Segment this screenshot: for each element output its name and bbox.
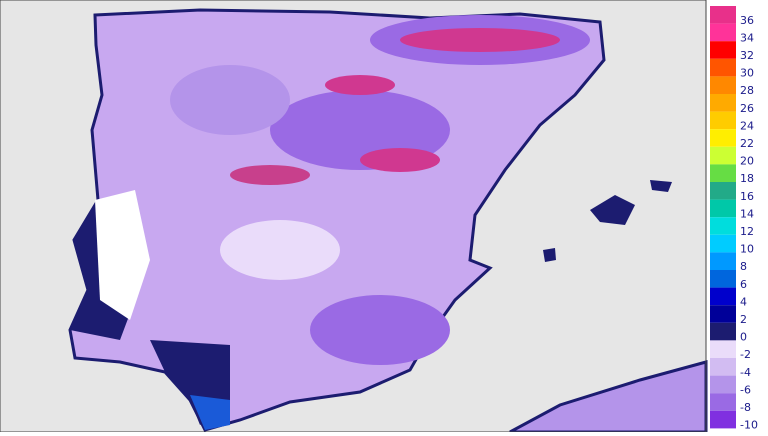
legend-swatch — [710, 393, 736, 411]
legend-label: -4 — [740, 366, 751, 379]
legend-swatch — [710, 94, 736, 112]
legend-swatch — [710, 129, 736, 147]
legend-label: 16 — [740, 190, 754, 203]
legend-label: 36 — [740, 14, 754, 27]
legend-swatch — [710, 305, 736, 323]
legend-swatch — [710, 182, 736, 200]
legend-label: 18 — [740, 172, 754, 185]
legend-label: 4 — [740, 295, 747, 308]
legend-swatch — [710, 375, 736, 394]
legend-label: 28 — [740, 84, 754, 97]
legend-swatch — [710, 199, 736, 218]
legend-label: -10 — [740, 419, 758, 432]
balearic-islands — [543, 180, 672, 262]
legend-swatch — [710, 287, 736, 306]
legend-label: -6 — [740, 383, 751, 396]
legend-label: 20 — [740, 155, 754, 168]
legend: 363432302826242220181614121086420-2-4-6-… — [710, 6, 758, 432]
legend-swatch — [710, 23, 736, 42]
legend-label: 34 — [740, 31, 754, 44]
legend-swatch — [710, 270, 736, 288]
legend-swatch — [710, 164, 736, 182]
legend-swatch — [710, 217, 736, 235]
legend-label: 14 — [740, 207, 754, 220]
legend-swatch — [710, 358, 736, 376]
legend-label: 10 — [740, 243, 754, 256]
legend-swatch — [710, 111, 736, 130]
legend-swatch — [710, 76, 736, 94]
legend-label: 6 — [740, 278, 747, 291]
legend-swatch — [710, 41, 736, 59]
legend-label: 32 — [740, 49, 754, 62]
legend-label: 22 — [740, 137, 754, 150]
legend-label: 0 — [740, 331, 747, 344]
legend-swatch — [710, 58, 736, 77]
iberia — [68, 8, 606, 432]
legend-swatch — [710, 340, 736, 358]
legend-swatch — [710, 410, 736, 429]
legend-swatch — [710, 252, 736, 270]
legend-label: 12 — [740, 225, 754, 238]
legend-label: -8 — [740, 401, 751, 414]
legend-swatch — [710, 322, 736, 341]
legend-swatch — [710, 234, 736, 253]
legend-label: 26 — [740, 102, 754, 115]
legend-label: 30 — [740, 67, 754, 80]
legend-swatch — [710, 6, 736, 24]
legend-label: -2 — [740, 348, 751, 361]
legend-label: 2 — [740, 313, 747, 326]
legend-label: 8 — [740, 260, 747, 273]
legend-label: 24 — [740, 119, 754, 132]
legend-swatch — [710, 146, 736, 165]
